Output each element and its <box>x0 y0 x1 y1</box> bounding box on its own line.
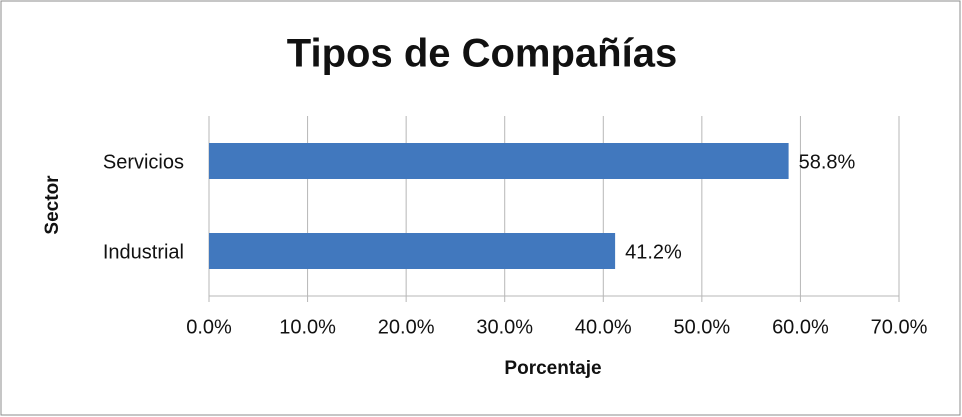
chart-title: Tipos de Compañías <box>287 32 677 76</box>
y-tick-label: Servicios <box>103 151 184 173</box>
x-tick-label: 70.0% <box>871 316 928 338</box>
data-label: 41.2% <box>625 241 682 263</box>
data-label: 58.8% <box>799 151 856 173</box>
x-tick-label: 0.0% <box>186 316 232 338</box>
y-axis-label: Sector <box>42 175 63 235</box>
x-tick-label: 50.0% <box>673 316 730 338</box>
x-tick-label: 60.0% <box>772 316 829 338</box>
bar <box>209 143 789 179</box>
x-axis-label: Porcentaje <box>504 358 601 379</box>
x-tick-label: 10.0% <box>279 316 336 338</box>
y-tick-label: Industrial <box>103 241 184 263</box>
x-tick-label: 30.0% <box>476 316 533 338</box>
x-tick-label: 40.0% <box>575 316 632 338</box>
bar <box>209 233 616 269</box>
x-tick-label: 20.0% <box>378 316 435 338</box>
